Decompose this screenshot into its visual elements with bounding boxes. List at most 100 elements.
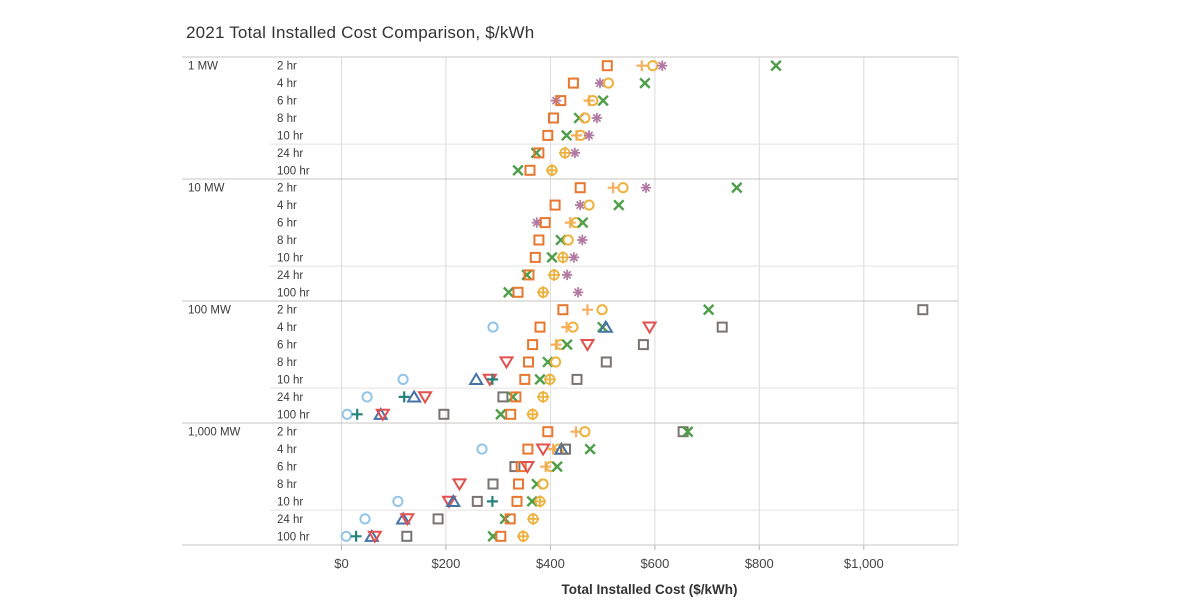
marker-gray-square[interactable] <box>560 443 571 455</box>
marker-red-triangle-down[interactable] <box>375 408 391 422</box>
marker-orange-square[interactable] <box>510 391 522 403</box>
marker-orange-square[interactable] <box>542 129 554 141</box>
marker-orange-square[interactable] <box>513 478 524 490</box>
marker-orange-square[interactable] <box>504 513 516 525</box>
marker-orange-square[interactable] <box>505 408 517 420</box>
marker-yellow-circle-plus[interactable] <box>543 373 556 386</box>
marker-blue-triangle-up[interactable] <box>445 494 462 507</box>
marker-yellow-circle-plus[interactable] <box>517 530 530 543</box>
marker-gray-square[interactable] <box>509 461 521 473</box>
marker-green-x[interactable] <box>639 77 651 89</box>
marker-orange-square[interactable] <box>519 373 531 385</box>
marker-orange-square[interactable] <box>527 339 539 351</box>
marker-yellow-circle[interactable] <box>587 95 599 107</box>
marker-orange-square[interactable] <box>523 269 535 281</box>
marker-yellow-circle[interactable] <box>579 112 591 124</box>
marker-yellow-circle[interactable] <box>562 234 574 246</box>
marker-yellow-circle[interactable] <box>537 478 549 490</box>
marker-purple-asterisk[interactable] <box>569 147 581 159</box>
marker-orange-square[interactable] <box>533 234 545 246</box>
marker-yellow-circle-plus[interactable] <box>546 164 558 177</box>
marker-lightblue-circle[interactable] <box>340 530 352 542</box>
marker-orange-square[interactable] <box>548 112 559 124</box>
marker-teal-plus[interactable] <box>486 373 498 385</box>
marker-green-x[interactable] <box>542 356 554 368</box>
marker-green-x[interactable] <box>682 426 694 438</box>
marker-yellow-circle-plus[interactable] <box>548 268 561 281</box>
marker-green-x[interactable] <box>560 129 573 142</box>
marker-green-x[interactable] <box>512 164 524 176</box>
marker-gray-square[interactable] <box>716 321 728 333</box>
marker-yellow-circle[interactable] <box>567 321 579 333</box>
marker-green-x[interactable] <box>534 373 546 386</box>
marker-orange-square[interactable] <box>555 95 567 107</box>
marker-red-triangle-down[interactable] <box>399 513 416 527</box>
marker-green-x[interactable] <box>530 147 542 159</box>
marker-green-x[interactable] <box>526 495 538 508</box>
marker-gray-square[interactable] <box>401 530 413 542</box>
marker-yellow-circle[interactable] <box>570 217 582 229</box>
marker-orange-square[interactable] <box>534 321 546 333</box>
marker-purple-asterisk[interactable] <box>657 60 668 71</box>
marker-teal-plus[interactable] <box>486 495 498 507</box>
marker-green-x[interactable] <box>502 286 515 298</box>
marker-yellow-circle[interactable] <box>602 77 615 89</box>
marker-orange-plus[interactable] <box>547 443 559 455</box>
marker-yellow-circle[interactable] <box>647 60 659 72</box>
marker-red-triangle-down[interactable] <box>641 321 658 335</box>
marker-yellow-circle-plus[interactable] <box>537 390 550 403</box>
marker-gray-square[interactable] <box>471 495 483 507</box>
marker-purple-asterisk[interactable] <box>594 77 606 89</box>
marker-green-x[interactable] <box>561 338 573 351</box>
marker-yellow-circle[interactable] <box>550 356 562 368</box>
marker-orange-square[interactable] <box>524 164 536 176</box>
marker-gray-square[interactable] <box>637 339 649 351</box>
marker-lightblue-circle[interactable] <box>359 513 371 525</box>
marker-orange-square[interactable] <box>542 426 554 438</box>
marker-yellow-circle[interactable] <box>545 461 557 473</box>
marker-red-triangle-down[interactable] <box>579 339 596 352</box>
marker-purple-asterisk[interactable] <box>575 199 586 211</box>
marker-orange-plus[interactable] <box>607 182 619 194</box>
marker-purple-asterisk[interactable] <box>640 182 652 193</box>
marker-gray-square[interactable] <box>600 356 612 368</box>
marker-yellow-circle[interactable] <box>596 304 608 316</box>
marker-purple-asterisk[interactable] <box>531 217 542 228</box>
marker-yellow-circle-plus[interactable] <box>559 146 571 159</box>
marker-lightblue-circle[interactable] <box>397 373 409 385</box>
marker-purple-asterisk[interactable] <box>591 112 603 124</box>
marker-green-x[interactable] <box>507 391 519 403</box>
marker-lightblue-circle[interactable] <box>392 495 404 507</box>
marker-orange-square[interactable] <box>495 530 507 542</box>
marker-orange-square[interactable] <box>522 443 534 455</box>
marker-yellow-circle-plus[interactable] <box>526 408 539 421</box>
marker-yellow-circle-plus[interactable] <box>534 495 546 508</box>
marker-green-x[interactable] <box>495 408 507 420</box>
marker-orange-square[interactable] <box>557 304 569 316</box>
marker-purple-asterisk[interactable] <box>577 234 588 246</box>
marker-green-x[interactable] <box>584 443 596 455</box>
marker-gray-square[interactable] <box>497 391 509 403</box>
marker-lightblue-circle[interactable] <box>487 321 499 333</box>
marker-green-x[interactable] <box>613 199 625 211</box>
marker-yellow-circle-plus[interactable] <box>527 512 540 525</box>
marker-teal-plus[interactable] <box>398 391 410 403</box>
marker-yellow-circle[interactable] <box>555 339 567 351</box>
marker-gray-square[interactable] <box>571 373 583 385</box>
marker-orange-square[interactable] <box>512 286 524 298</box>
marker-yellow-circle[interactable] <box>583 199 595 211</box>
marker-lightblue-circle[interactable] <box>476 443 488 455</box>
marker-yellow-circle-plus[interactable] <box>556 251 569 264</box>
marker-orange-plus[interactable] <box>636 60 648 72</box>
marker-blue-triangle-up[interactable] <box>406 389 422 403</box>
marker-orange-square[interactable] <box>533 147 545 159</box>
marker-gray-square[interactable] <box>432 513 444 525</box>
marker-orange-plus[interactable] <box>582 304 593 316</box>
marker-blue-triangle-up[interactable] <box>468 372 484 385</box>
marker-blue-triangle-up[interactable] <box>395 511 411 525</box>
marker-purple-asterisk[interactable] <box>583 130 595 141</box>
marker-orange-square[interactable] <box>529 251 541 263</box>
marker-orange-square[interactable] <box>574 182 586 194</box>
marker-orange-square[interactable] <box>549 199 561 211</box>
marker-orange-square[interactable] <box>523 356 534 368</box>
